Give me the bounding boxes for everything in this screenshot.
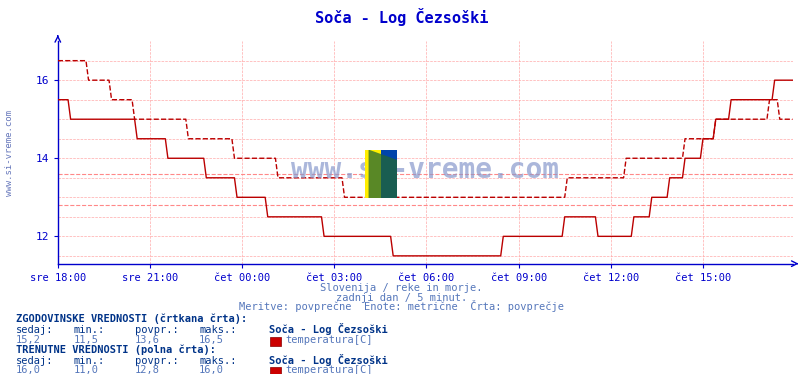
Text: 12,8: 12,8	[135, 365, 160, 374]
Text: min.:: min.:	[74, 325, 105, 335]
Text: TRENUTNE VREDNOSTI (polna črta):: TRENUTNE VREDNOSTI (polna črta):	[16, 344, 216, 355]
Text: sedaj:: sedaj:	[16, 356, 54, 365]
Text: 16,0: 16,0	[16, 365, 41, 374]
Text: 11,5: 11,5	[74, 335, 99, 345]
Text: www.si-vreme.com: www.si-vreme.com	[5, 110, 14, 196]
Text: maks.:: maks.:	[199, 356, 237, 365]
Text: 16,5: 16,5	[199, 335, 224, 345]
Text: zadnji dan / 5 minut.: zadnji dan / 5 minut.	[335, 293, 467, 303]
Bar	[381, 150, 397, 198]
Text: povpr.:: povpr.:	[135, 356, 178, 365]
Text: temperatura[C]: temperatura[C]	[285, 365, 372, 374]
Bar	[365, 150, 381, 198]
Text: Meritve: povprečne  Enote: metrične  Črta: povprečje: Meritve: povprečne Enote: metrične Črta:…	[239, 300, 563, 312]
Text: 16,0: 16,0	[199, 365, 224, 374]
Text: 15,2: 15,2	[16, 335, 41, 345]
Text: temperatura[C]: temperatura[C]	[285, 335, 372, 345]
Text: Soča - Log Čezsoški: Soča - Log Čezsoški	[269, 323, 387, 335]
Text: min.:: min.:	[74, 356, 105, 365]
Text: ZGODOVINSKE VREDNOSTI (črtkana črta):: ZGODOVINSKE VREDNOSTI (črtkana črta):	[16, 314, 247, 324]
Text: maks.:: maks.:	[199, 325, 237, 335]
Text: 11,0: 11,0	[74, 365, 99, 374]
Text: povpr.:: povpr.:	[135, 325, 178, 335]
Text: www.si-vreme.com: www.si-vreme.com	[291, 156, 558, 184]
Polygon shape	[368, 150, 397, 198]
Text: sedaj:: sedaj:	[16, 325, 54, 335]
Text: Soča - Log Čezsoški: Soča - Log Čezsoški	[269, 353, 387, 365]
Text: 13,6: 13,6	[135, 335, 160, 345]
Text: Slovenija / reke in morje.: Slovenija / reke in morje.	[320, 283, 482, 293]
Text: Soča - Log Čezsoški: Soča - Log Čezsoški	[314, 8, 488, 26]
